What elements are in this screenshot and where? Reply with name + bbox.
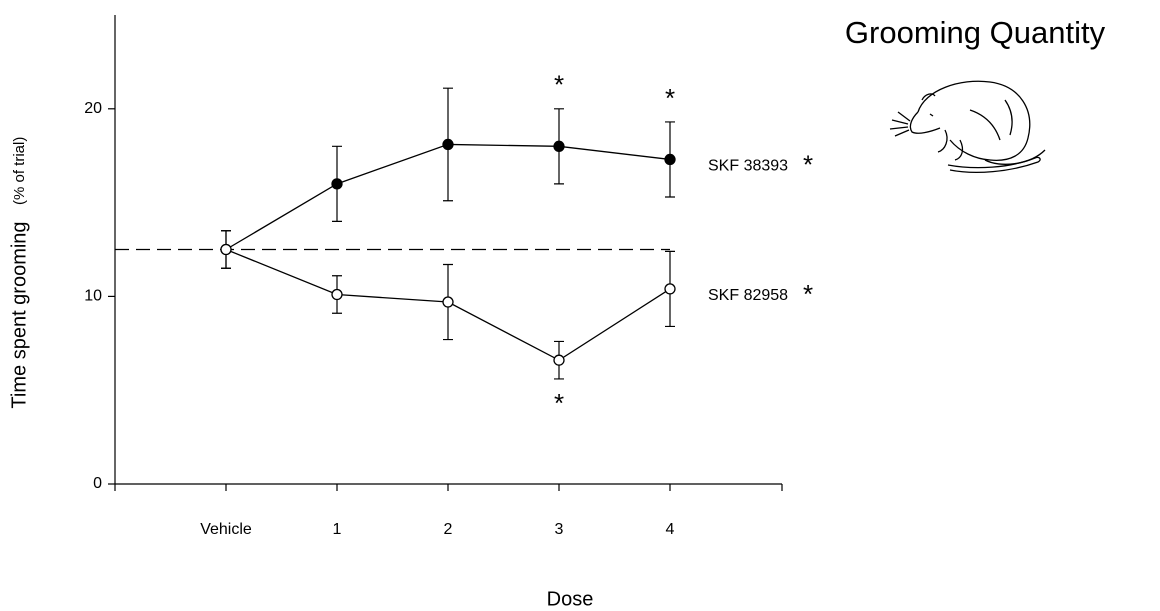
significance-mark: * xyxy=(554,388,564,418)
significance-mark: * xyxy=(665,83,675,113)
x-tick-label: 4 xyxy=(666,521,675,538)
y-axis-unit: (% of trial) xyxy=(11,137,28,205)
axes xyxy=(114,15,783,491)
x-tick-label: 1 xyxy=(333,521,342,538)
series-significance-mark: * xyxy=(803,149,813,179)
y-tick-label: 0 xyxy=(93,475,102,492)
data-point xyxy=(442,296,454,308)
data-point xyxy=(664,153,676,166)
data-point xyxy=(442,138,454,151)
x-tick-label: 2 xyxy=(444,521,453,538)
data-point xyxy=(331,288,343,301)
series-label: SKF 82958 xyxy=(708,287,788,304)
y-tick-label: 10 xyxy=(84,288,102,305)
series-label: SKF 38393 xyxy=(708,158,788,175)
data-point xyxy=(553,354,565,366)
y-tick-label: 20 xyxy=(84,100,102,117)
significance-mark: * xyxy=(554,70,564,100)
x-axis-label: Dose xyxy=(547,588,594,610)
chart-title: Grooming Quantity xyxy=(845,15,1106,50)
data-point xyxy=(553,140,565,152)
y-axis-label: Time spent grooming xyxy=(8,221,30,408)
x-tick-label: 3 xyxy=(555,521,564,538)
rat-illustration xyxy=(889,80,1046,174)
series-significance-mark: * xyxy=(803,279,813,309)
data-point xyxy=(220,243,232,256)
x-tick-label: Vehicle xyxy=(200,521,252,538)
data-point xyxy=(664,283,676,295)
data-point xyxy=(331,178,343,190)
y-axis-label-group: Time spent grooming (% of trial) xyxy=(8,137,30,409)
